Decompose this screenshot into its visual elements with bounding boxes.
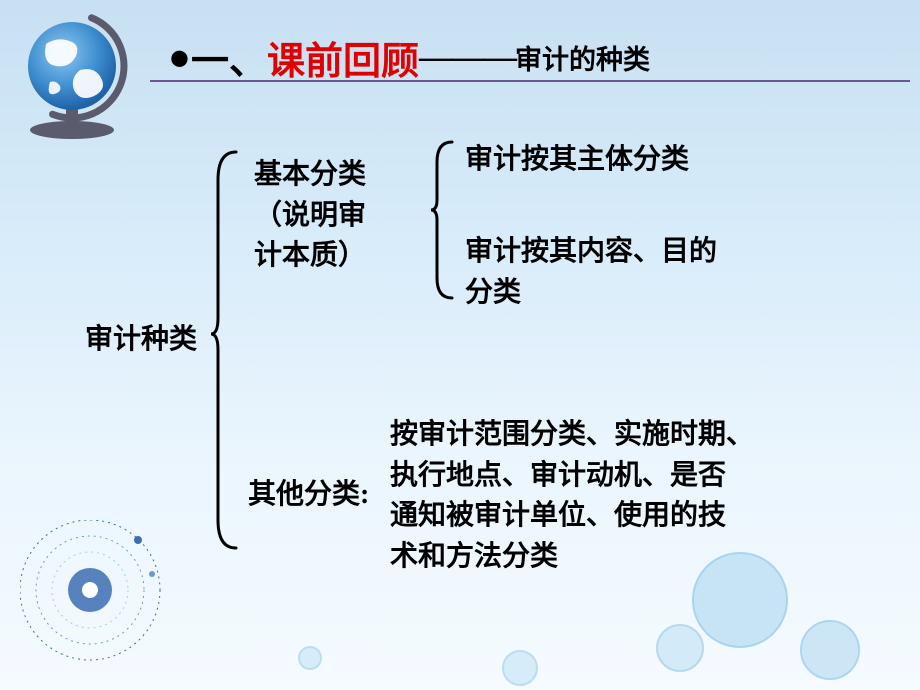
node-basic-line: 基本分类 (254, 159, 366, 190)
node-basic: 基本分类 （说明审 计本质） (254, 155, 366, 277)
diagram: 审计种类 基本分类 （说明审 计本质） 审计按其主体分类 审计按其内容、目的 分… (70, 140, 900, 640)
title-bullet: ● (168, 37, 191, 79)
node-other-line: 按审计范围分类、实施时期、 (390, 419, 754, 450)
node-other: 其他分类: (248, 475, 369, 516)
title-dash: ——— (419, 39, 515, 76)
title-part-red: 课前回顾 (267, 41, 419, 83)
header-underline (150, 80, 910, 82)
bg-bubble (298, 646, 322, 670)
node-other-line: 执行地点、审计动机、是否 (390, 460, 726, 491)
node-by-content-line: 审计按其内容、目的 (465, 236, 717, 267)
node-root: 审计种类 (85, 320, 197, 361)
bracket-basic (430, 140, 456, 300)
node-by-content: 审计按其内容、目的 分类 (465, 232, 717, 313)
node-other-details: 按审计范围分类、实施时期、 执行地点、审计动机、是否 通知被审计单位、使用的技 … (390, 415, 754, 577)
node-basic-line: （说明审 (254, 200, 366, 231)
bracket-root (210, 150, 240, 550)
globe-icon (6, 6, 146, 146)
node-other-line: 术和方法分类 (390, 541, 558, 572)
node-by-content-line: 分类 (465, 277, 521, 308)
title-part-1: 一、 (191, 41, 267, 83)
bg-bubble (502, 650, 538, 686)
node-other-line: 通知被审计单位、使用的技 (390, 500, 726, 531)
title-part-2: 审计的种类 (515, 45, 650, 75)
node-basic-line: 计本质） (254, 240, 366, 271)
slide-title: ●一、课前回顾———审计的种类 (168, 30, 650, 85)
node-by-subject: 审计按其主体分类 (465, 140, 689, 181)
